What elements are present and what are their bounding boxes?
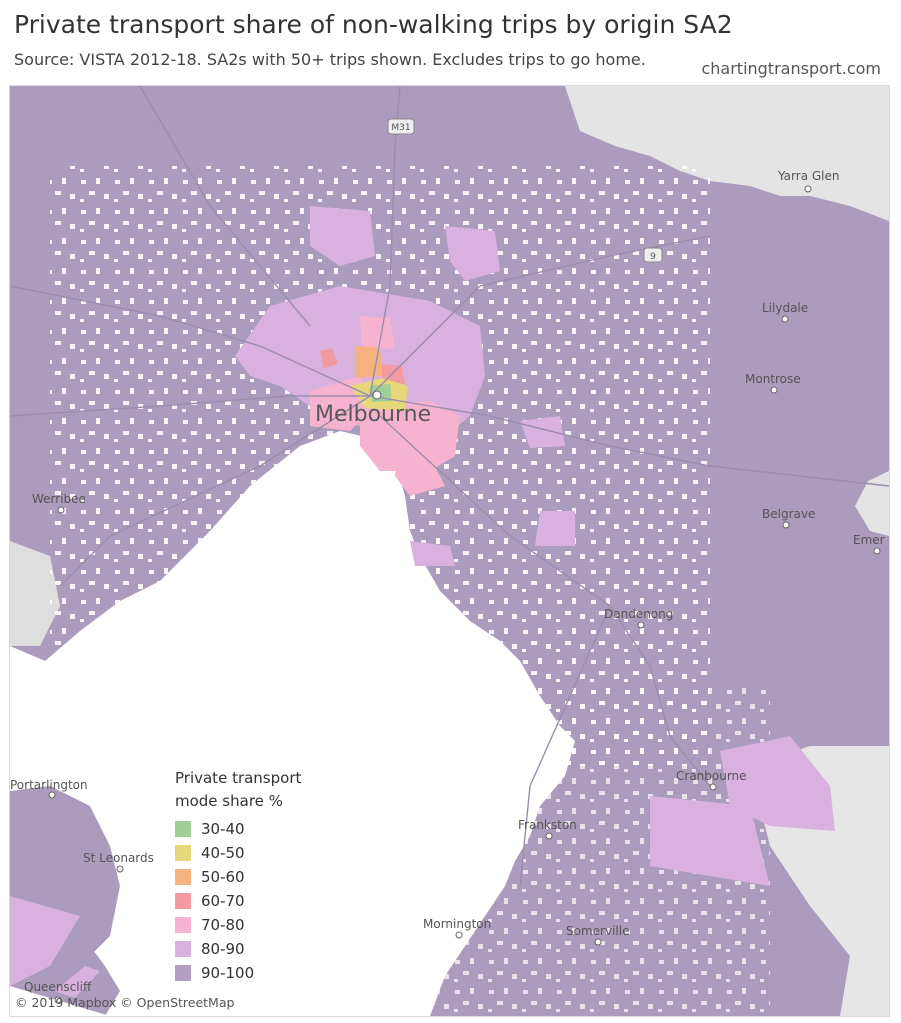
dandenong-label: Dandenong — [604, 607, 673, 621]
somerville-label: Somerville — [566, 924, 629, 938]
place-dandenong: Dandenong — [604, 607, 673, 629]
yarra-glen-dot — [804, 185, 812, 193]
somerville-dot — [594, 938, 602, 946]
place-somerville: Somerville — [566, 924, 629, 946]
region-80-90-southeast — [535, 511, 575, 546]
m31-shield: M31 — [387, 118, 415, 135]
legend-title: Private transport mode share % — [175, 767, 335, 813]
place-mornington: Mornington — [423, 917, 491, 939]
melbourne-label: Melbourne — [315, 402, 431, 427]
place-melbourne: Melbourne — [315, 390, 431, 427]
no-data-area-west — [10, 541, 60, 646]
queenscliff-dot — [54, 996, 62, 1004]
region-80-90-queenscliff — [55, 966, 100, 998]
frankston-label: Frankston — [518, 818, 577, 832]
st-leonards-dot — [116, 865, 124, 873]
legend-label: 70-80 — [201, 916, 245, 934]
chart-title: Private transport share of non-walking t… — [14, 10, 733, 39]
emerald-label: Emer — [853, 533, 885, 547]
dandenong-dot — [637, 621, 645, 629]
legend-label: 30-40 — [201, 820, 245, 838]
chart-subtitle: Source: VISTA 2012-18. SA2s with 50+ tri… — [14, 50, 646, 69]
werribee-dot — [57, 506, 65, 514]
werribee-label: Werribee — [32, 492, 86, 506]
st-leonards-label: St Leonards — [83, 851, 154, 865]
legend-swatch — [175, 821, 191, 837]
route-9-label: 9 — [650, 252, 656, 262]
place-st-leonards: St Leonards — [83, 851, 154, 873]
belgrave-label: Belgrave — [762, 507, 815, 521]
legend-swatch — [175, 893, 191, 909]
legend-label: 40-50 — [201, 844, 245, 862]
port-phillip-bay — [10, 431, 575, 1016]
place-belgrave: Belgrave — [762, 507, 815, 529]
frankston-dot — [545, 832, 553, 840]
m31-label: M31 — [391, 123, 410, 133]
portarlington-dot — [48, 791, 56, 799]
region-80-90-east — [520, 416, 565, 448]
region-80-90-northeast — [445, 226, 500, 281]
legend-swatch — [175, 941, 191, 957]
route-9-shield: 9 — [643, 247, 663, 263]
legend-item-80-90[interactable]: 80-90 — [175, 937, 335, 961]
belgrave-dot — [782, 521, 790, 529]
place-lilydale: Lilydale — [762, 301, 808, 323]
place-montrose: Montrose — [745, 372, 801, 394]
cranbourne-dot — [709, 783, 717, 791]
legend-item-40-50[interactable]: 40-50 — [175, 841, 335, 865]
legend-swatch — [175, 965, 191, 981]
melbourne-dot — [372, 390, 382, 400]
road-network — [10, 86, 889, 887]
legend-item-70-80[interactable]: 70-80 — [175, 913, 335, 937]
queenscliff-label: Queenscliff — [24, 980, 92, 994]
place-cranbourne: Cranbourne — [676, 769, 747, 791]
legend-title-line2: mode share % — [175, 792, 283, 810]
map-canvas[interactable]: M31 9 Melbourne Yarra Glen Lilydale Mont… — [10, 86, 889, 1016]
place-yarra-glen: Yarra Glen — [777, 169, 839, 193]
yarra-glen-label: Yarra Glen — [777, 169, 839, 183]
legend-label: 90-100 — [201, 964, 255, 982]
legend-label: 60-70 — [201, 892, 245, 910]
no-data-area-east — [855, 471, 889, 536]
legend-label: 80-90 — [201, 940, 245, 958]
portarlington-label: Portarlington — [10, 778, 88, 792]
place-portarlington: Portarlington — [10, 778, 88, 799]
place-frankston: Frankston — [518, 818, 577, 840]
lilydale-label: Lilydale — [762, 301, 808, 315]
legend-swatch — [175, 845, 191, 861]
region-70-80-carlton — [360, 316, 395, 351]
map-attribution[interactable]: © 2019 Mapbox © OpenStreetMap — [15, 995, 235, 1010]
legend-title-line1: Private transport — [175, 769, 302, 787]
region-70-80-inner-south — [360, 401, 460, 471]
cranbourne-label: Cranbourne — [676, 769, 747, 783]
legend: Private transport mode share % 30-40 40-… — [175, 767, 335, 985]
place-werribee: Werribee — [32, 492, 86, 514]
place-queenscliff: Queenscliff — [24, 980, 92, 1004]
legend-label: 50-60 — [201, 868, 245, 886]
region-80-90-bellarine — [10, 896, 80, 986]
mornington-dot — [455, 931, 463, 939]
place-emerald: Emer — [853, 533, 885, 555]
region-60-70-footscray — [320, 348, 338, 368]
region-80-90-cranbourne-east — [720, 736, 835, 831]
legend-swatch — [175, 869, 191, 885]
legend-swatch — [175, 917, 191, 933]
region-80-90-cranbourne-south — [650, 796, 770, 886]
mornington-label: Mornington — [423, 917, 491, 931]
legend-item-60-70[interactable]: 60-70 — [175, 889, 335, 913]
montrose-dot — [770, 386, 778, 394]
map-view[interactable]: M31 9 Melbourne Yarra Glen Lilydale Mont… — [9, 85, 890, 1017]
legend-item-90-100[interactable]: 90-100 — [175, 961, 335, 985]
region-80-90-north — [310, 206, 375, 266]
region-70-80-st-kilda — [395, 446, 445, 496]
legend-item-30-40[interactable]: 30-40 — [175, 817, 335, 841]
montrose-label: Montrose — [745, 372, 801, 386]
legend-item-50-60[interactable]: 50-60 — [175, 865, 335, 889]
region-80-90-bayside — [410, 541, 455, 566]
site-credit: chartingtransport.com — [701, 59, 881, 78]
emerald-dot — [873, 547, 881, 555]
lilydale-dot — [781, 315, 789, 323]
